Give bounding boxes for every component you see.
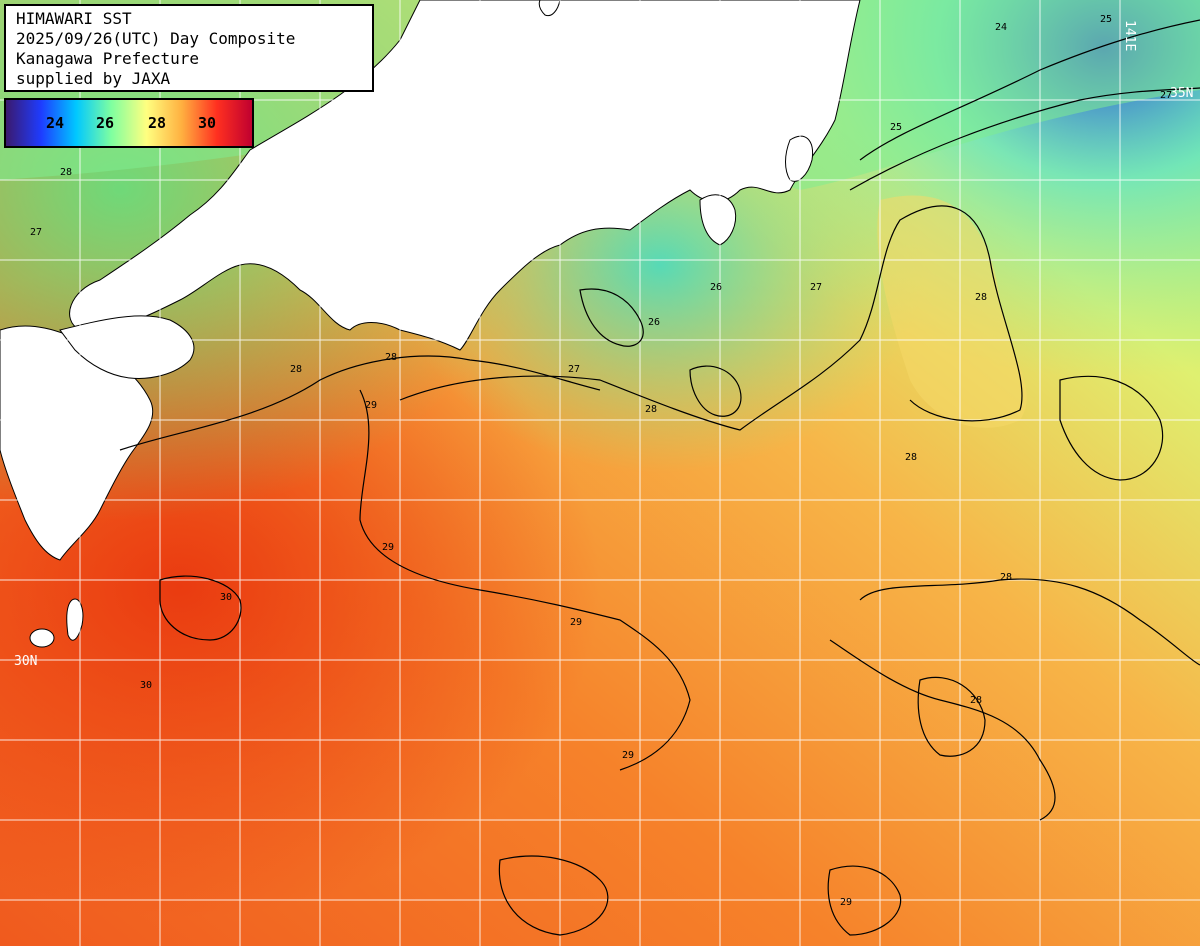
- map-title: HIMAWARI SST: [16, 9, 132, 28]
- map-credit: supplied by JAXA: [16, 69, 171, 88]
- contour-label: 27: [30, 227, 42, 238]
- contour-label: 28: [975, 292, 987, 303]
- contour-label: 28: [60, 167, 72, 178]
- land-yakushima: [29, 628, 55, 648]
- isotherm-contours: [119, 19, 1200, 936]
- legend-tick-24: 24: [46, 114, 65, 132]
- color-scale-legend: 24 26 28 30: [4, 98, 254, 148]
- contour-label: 30: [140, 680, 152, 691]
- contour-label: 27: [568, 364, 580, 375]
- contour-labels: 28 28 27 28 26 26 27 28 28 28 28 25 24 2…: [30, 14, 1172, 908]
- contour-label: 28: [905, 452, 917, 463]
- lon-label-141e: 141E: [1122, 20, 1137, 52]
- contour-label: 29: [622, 750, 634, 761]
- yellow-plume: [877, 195, 1027, 428]
- contour-label: 28: [385, 352, 397, 363]
- land-top-islands: [538, 0, 561, 17]
- map-region: Kanagawa Prefecture: [16, 49, 200, 68]
- lat-label-35n: 35N: [1170, 86, 1194, 101]
- contour-label: 27: [810, 282, 822, 293]
- contour-label: 25: [890, 122, 902, 133]
- land-tanegashima: [66, 598, 84, 641]
- color-scale-bar: [6, 100, 252, 146]
- land-izu: [699, 194, 737, 246]
- contour-label: 29: [570, 617, 582, 628]
- contour-label: 29: [840, 897, 852, 908]
- contour-label: 28: [290, 364, 302, 375]
- lat-label-30n: 30N: [14, 654, 38, 669]
- land-boso: [785, 135, 814, 182]
- legend-tick-26: 26: [96, 114, 115, 132]
- contour-label: 24: [995, 22, 1007, 33]
- contour-label: 30: [220, 592, 232, 603]
- contour-label: 27: [1160, 90, 1172, 101]
- contour-label: 26: [710, 282, 722, 293]
- contour-label: 25: [1100, 14, 1112, 25]
- contour-label: 26: [648, 317, 660, 328]
- map-date: 2025/09/26(UTC) Day Composite: [16, 29, 296, 48]
- contour-label: 28: [970, 695, 982, 706]
- legend-tick-28: 28: [148, 114, 167, 132]
- contour-label: 29: [365, 400, 377, 411]
- contour-label: 29: [382, 542, 394, 553]
- legend-tick-30: 30: [198, 114, 217, 132]
- lon-label-136e: 136E: [482, 2, 497, 34]
- contour-label: 28: [645, 404, 657, 415]
- title-box: HIMAWARI SST 2025/09/26(UTC) Day Composi…: [4, 4, 374, 92]
- contour-label: 28: [1000, 572, 1012, 583]
